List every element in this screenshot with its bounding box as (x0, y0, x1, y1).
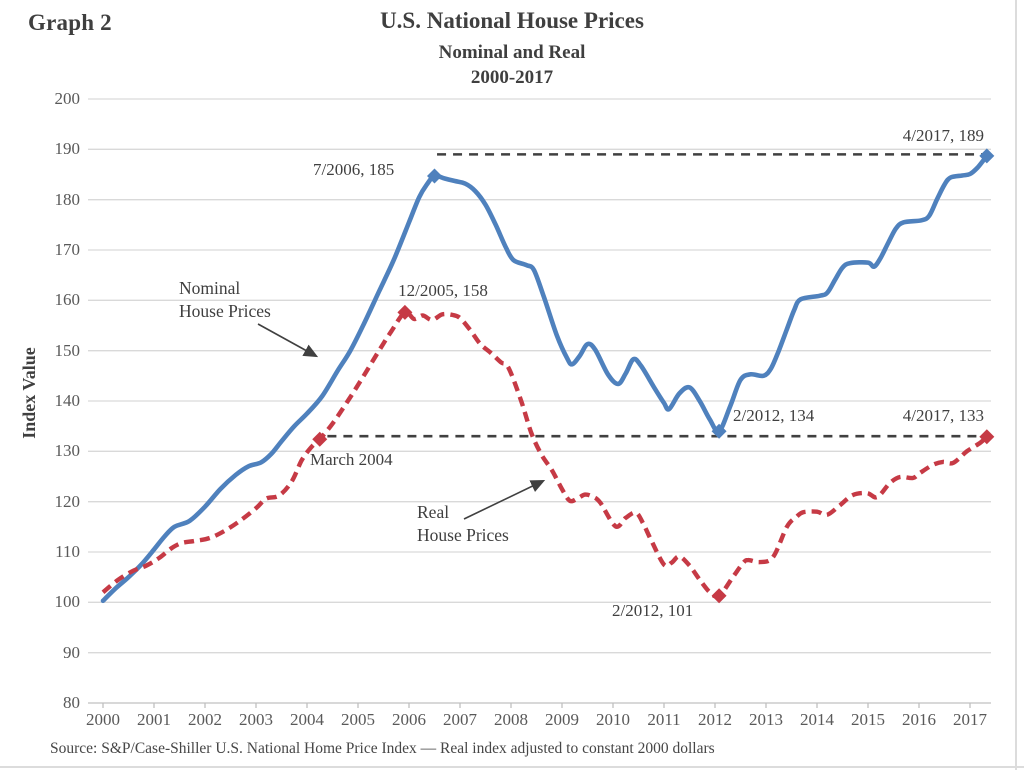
nominal-marker (427, 168, 442, 184)
real-series-label-line1: Real (417, 502, 450, 522)
annotation-nominal-peak: 7/2006, 185 (313, 160, 395, 179)
y-tick-label: 180 (54, 189, 81, 209)
bottom-border-line (0, 766, 1024, 768)
y-tick-label: 140 (54, 391, 81, 410)
x-tick-label: 2016 (902, 710, 936, 729)
x-tick-label: 2013 (749, 710, 783, 729)
nominal-marker (979, 148, 995, 164)
annotation-real-peak: 12/2005, 158 (398, 281, 488, 300)
x-tick-label: 2003 (239, 710, 273, 729)
annotation-real-end: 4/2017, 133 (902, 406, 984, 425)
x-tick-label: 2008 (494, 710, 528, 729)
annotation-nominal-end: 4/2017, 189 (902, 126, 984, 145)
y-tick-label: 190 (54, 139, 81, 159)
data-series-lines (100, 153, 990, 604)
x-tick-label: 2004 (290, 710, 324, 729)
annotation-march-2004: March 2004 (310, 450, 393, 469)
chart-subtitle: Nominal and Real (438, 42, 586, 63)
y-tick-label: 80 (63, 693, 80, 712)
y-tick-label: 120 (54, 491, 81, 511)
callout-arrows (257, 323, 546, 520)
annotation-nominal-trough: 2/2012, 134 (733, 406, 815, 425)
real-marker (711, 588, 727, 604)
graph-number-label: Graph 2 (28, 10, 112, 35)
x-tick-label: 2012 (698, 710, 732, 729)
y-tick-label: 170 (54, 240, 81, 259)
real-marker (312, 431, 328, 447)
x-tick-label: 2014 (800, 710, 834, 729)
y-tick-label: 100 (54, 592, 81, 612)
nominal-house-prices-line (100, 153, 990, 604)
x-tick-label: 2017 (953, 710, 987, 729)
y-tick-label: 150 (54, 340, 81, 360)
x-tick-label: 2011 (647, 710, 681, 729)
y-tick-label: 90 (63, 642, 80, 662)
x-tick-label: 2009 (545, 710, 579, 729)
nominal-marker (711, 423, 727, 439)
annotation-real-trough: 2/2012, 101 (612, 601, 694, 620)
x-tick-label: 2007 (443, 710, 477, 729)
y-tick-label: 110 (55, 542, 80, 561)
right-border-line (1015, 0, 1017, 770)
gridlines (88, 98, 991, 654)
source-citation: Source: S&P/Case-Shiller U.S. National H… (50, 740, 715, 757)
x-tick-label: 2015 (851, 710, 885, 729)
chart-date-range: 2000-2017 (470, 67, 554, 88)
nominal-series-label-line2: House Prices (179, 301, 271, 321)
x-tick-label: 2010 (596, 710, 630, 729)
y-tick-label: 200 (54, 89, 81, 108)
x-tick-label: 2005 (341, 710, 375, 729)
chart-title: U.S. National House Prices (380, 8, 644, 33)
nominal-series-label: Nominal House Prices (179, 277, 271, 323)
data-point-markers (312, 148, 995, 604)
real-marker (397, 304, 413, 320)
real-series-label: Real House Prices (417, 501, 509, 547)
y-tick-label: 160 (54, 290, 81, 310)
x-axis-line (88, 702, 991, 708)
x-tick-label: 2002 (188, 710, 222, 729)
x-tick-label: 2006 (392, 710, 426, 729)
x-tick-label: 2000 (86, 710, 120, 729)
reference-dashed-lines (327, 153, 985, 438)
y-tick-label: 130 (54, 441, 81, 461)
real-house-prices-line (101, 309, 989, 599)
x-tick-label: 2001 (137, 710, 171, 729)
nominal-series-label-line1: Nominal (179, 278, 241, 298)
real-series-label-line2: House Prices (417, 525, 509, 545)
real-marker (979, 429, 995, 445)
